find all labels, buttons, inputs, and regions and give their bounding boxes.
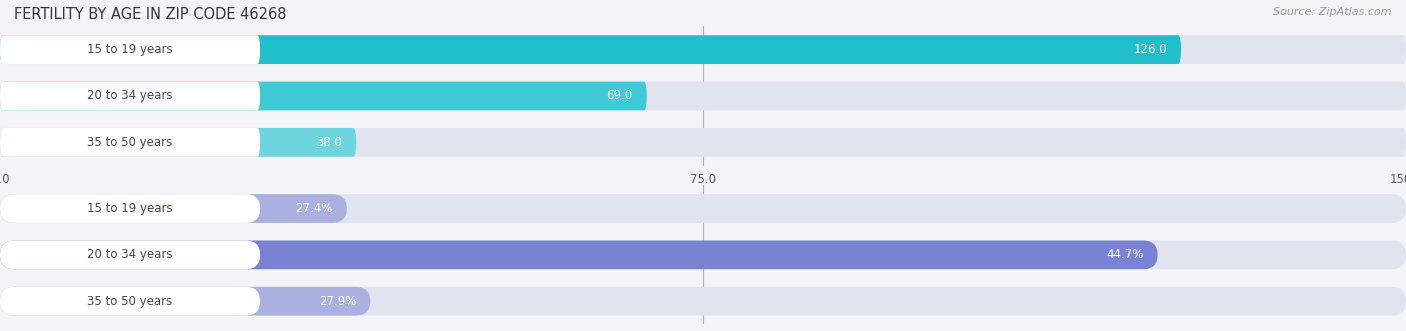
Text: 126.0: 126.0 — [1133, 43, 1167, 56]
FancyBboxPatch shape — [0, 35, 1181, 64]
FancyBboxPatch shape — [0, 128, 1406, 157]
FancyBboxPatch shape — [0, 82, 1406, 110]
FancyBboxPatch shape — [0, 35, 1406, 64]
Text: 15 to 19 years: 15 to 19 years — [87, 202, 173, 215]
FancyBboxPatch shape — [0, 128, 260, 157]
Text: 35 to 50 years: 35 to 50 years — [87, 295, 173, 308]
Text: 15 to 19 years: 15 to 19 years — [87, 43, 173, 56]
FancyBboxPatch shape — [0, 35, 260, 64]
FancyBboxPatch shape — [0, 82, 647, 110]
Text: 35 to 50 years: 35 to 50 years — [87, 136, 173, 149]
Text: Source: ZipAtlas.com: Source: ZipAtlas.com — [1274, 7, 1392, 17]
FancyBboxPatch shape — [0, 82, 260, 110]
FancyBboxPatch shape — [0, 241, 1157, 269]
FancyBboxPatch shape — [0, 194, 1406, 223]
FancyBboxPatch shape — [0, 287, 1406, 315]
Text: 20 to 34 years: 20 to 34 years — [87, 248, 173, 261]
FancyBboxPatch shape — [0, 194, 347, 223]
FancyBboxPatch shape — [0, 287, 260, 315]
Text: FERTILITY BY AGE IN ZIP CODE 46268: FERTILITY BY AGE IN ZIP CODE 46268 — [14, 7, 287, 22]
FancyBboxPatch shape — [0, 241, 260, 269]
Text: 44.7%: 44.7% — [1107, 248, 1143, 261]
Text: 38.0: 38.0 — [316, 136, 342, 149]
Text: 69.0: 69.0 — [606, 89, 633, 103]
FancyBboxPatch shape — [0, 194, 260, 223]
Text: 27.9%: 27.9% — [319, 295, 356, 308]
Text: 20 to 34 years: 20 to 34 years — [87, 89, 173, 103]
Text: 27.4%: 27.4% — [295, 202, 333, 215]
FancyBboxPatch shape — [0, 287, 370, 315]
FancyBboxPatch shape — [0, 241, 1406, 269]
FancyBboxPatch shape — [0, 128, 356, 157]
